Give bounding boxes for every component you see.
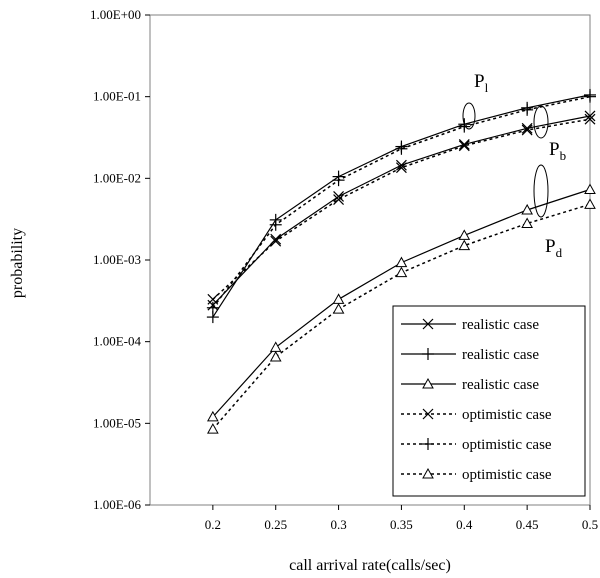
x-marker — [584, 110, 596, 122]
x-tick-label: 0.3 — [330, 517, 346, 532]
triangle-marker — [422, 377, 434, 389]
legend: realistic case realistic case realistic ca… — [392, 305, 586, 497]
legend-entry: optimistic case — [401, 467, 552, 483]
series-triangle-solid — [207, 183, 596, 422]
legend-entry: realistic case — [401, 317, 539, 333]
x-marker — [270, 233, 282, 245]
x-marker — [270, 235, 282, 247]
plus-marker — [422, 438, 434, 450]
triangle-marker — [458, 229, 471, 240]
legend-label: optimistic case — [462, 467, 552, 483]
plus-marker — [521, 103, 534, 116]
plus-marker — [422, 348, 434, 360]
x-marker — [521, 124, 533, 136]
plus-marker — [269, 218, 282, 231]
triangle-marker — [584, 198, 596, 209]
plus-marker — [206, 301, 219, 314]
marker-stroke — [584, 110, 596, 122]
y-tick-label: 1.00E-04 — [93, 334, 142, 349]
x-tick-label: 0.25 — [264, 517, 287, 532]
x-marker — [396, 162, 407, 174]
triangle-marker — [395, 266, 408, 278]
marker-stroke — [458, 139, 470, 150]
legend-label: optimistic case — [462, 437, 552, 453]
x-tick-label: 0.2 — [205, 517, 221, 532]
marker-stroke — [396, 159, 407, 171]
y-axis-title: probability — [9, 228, 26, 298]
annotation-subscript: d — [556, 245, 563, 260]
triangle-marker — [395, 256, 408, 268]
y-tick-label: 1.00E-01 — [93, 89, 141, 104]
x-tick-label: 0.35 — [390, 517, 413, 532]
marker-stroke — [584, 113, 596, 125]
legend-label: realistic case — [462, 347, 539, 363]
x-marker — [396, 159, 407, 171]
x-tick-label: 0.5 — [582, 517, 598, 532]
series-triangle-dotted — [207, 198, 596, 434]
x-tick-label: 0.45 — [516, 517, 539, 532]
x-marker — [333, 191, 344, 202]
y-tick-label: 1.00E-05 — [93, 415, 141, 430]
marker-stroke — [333, 191, 344, 202]
x-axis-title: call arrival rate(calls/sec) — [289, 557, 451, 574]
x-marker — [458, 139, 470, 150]
annotation-subscript: l — [485, 80, 489, 95]
marker-stroke — [422, 318, 434, 330]
legend-entry: realistic case — [401, 377, 539, 393]
x-marker — [333, 194, 344, 205]
triangle-marker — [422, 467, 434, 479]
marker-stroke — [458, 140, 470, 152]
triangle-marker — [332, 303, 345, 314]
group-ellipse — [533, 105, 549, 139]
marker-stroke — [333, 194, 344, 205]
triangle-marker — [521, 217, 533, 228]
legend-entry: optimistic case — [401, 407, 552, 423]
plus-marker — [584, 90, 596, 103]
marker-stroke — [270, 235, 282, 247]
legend-entry: realistic case — [401, 347, 539, 363]
triangle-marker — [521, 203, 533, 215]
x-marker — [422, 408, 434, 420]
legend-entry: optimistic case — [401, 437, 552, 453]
legend-label: realistic case — [462, 377, 539, 393]
x-marker — [584, 113, 596, 125]
series-x-solid — [207, 110, 596, 311]
group-ellipse — [533, 164, 549, 218]
marker-stroke — [521, 122, 533, 134]
x-marker — [422, 318, 434, 330]
y-tick-label: 1.00E-03 — [93, 252, 141, 267]
marker-stroke — [396, 162, 407, 174]
marker-stroke — [207, 293, 219, 305]
triangle-marker — [207, 423, 219, 434]
legend-label: optimistic case — [462, 407, 552, 423]
x-marker — [521, 122, 533, 134]
y-tick-label: 1.00E+00 — [90, 7, 141, 22]
plus-marker — [332, 174, 345, 187]
plus-marker — [395, 142, 408, 155]
marker-stroke — [521, 124, 533, 136]
y-tick-label: 1.00E-06 — [93, 497, 142, 512]
annotation-subscript: b — [560, 148, 567, 163]
y-axis: 1.00E+00 1.00E-01 1.00E-02 1.00E-03 1.00E-04… — [90, 7, 150, 512]
legend-label: realistic case — [462, 317, 539, 333]
triangle-marker — [458, 239, 471, 251]
x-marker — [458, 140, 470, 152]
marker-stroke — [422, 408, 434, 420]
series-layer — [206, 88, 596, 434]
legend-box — [392, 305, 586, 497]
group-ellipse — [462, 102, 476, 130]
triangle-marker — [269, 350, 282, 362]
triangle-marker — [207, 410, 219, 422]
marker-stroke — [270, 233, 282, 245]
triangle-marker — [584, 183, 596, 194]
x-tick-label: 0.4 — [456, 517, 473, 532]
y-tick-label: 1.00E-02 — [93, 170, 141, 185]
x-axis: 0.2 0.25 0.3 0.35 0.4 0.45 0.5 — [205, 505, 598, 532]
